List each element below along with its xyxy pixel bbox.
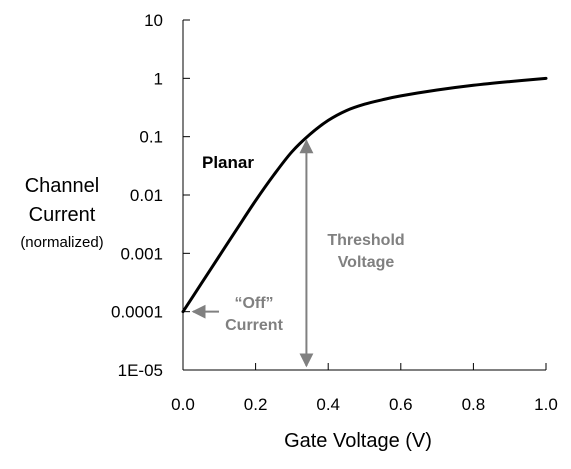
off-current-label-line-2: Current <box>225 317 283 334</box>
y-tick-label: 10 <box>144 11 163 30</box>
x-tick-label: 0.0 <box>171 395 195 414</box>
y-tick-label: 1 <box>154 69 163 88</box>
y-axis-label-line-2: Current <box>29 204 96 226</box>
x-tick-label: 0.4 <box>316 395 340 414</box>
series-line-planar <box>181 76 548 314</box>
x-axis-label: Gate Voltage (V) <box>284 430 432 452</box>
x-tick-label: 1.0 <box>534 395 558 414</box>
series-label-planar: Planar <box>202 153 254 172</box>
threshold-label-line-1: Threshold <box>327 232 404 249</box>
y-axis-label-sub: (normalized) <box>20 234 103 251</box>
x-tick-label: 0.8 <box>462 395 486 414</box>
y-axis-label-line-1: Channel <box>25 175 100 197</box>
x-tick-label: 0.6 <box>389 395 413 414</box>
x-tick-label: 0.2 <box>244 395 268 414</box>
threshold-label-line-2: Voltage <box>338 254 395 271</box>
y-tick-label: 1E-05 <box>118 361 163 380</box>
y-tick-label: 0.001 <box>120 244 163 263</box>
off-current-label-line-1: “Off” <box>234 295 273 312</box>
y-tick-label: 0.1 <box>139 128 163 147</box>
y-tick-label: 0.01 <box>130 186 163 205</box>
y-ticks: 10 1 0.1 0.01 0.001 0.0001 1E-05 <box>111 11 190 380</box>
y-tick-label: 0.0001 <box>111 303 163 322</box>
x-ticks: 0.0 0.2 0.4 0.6 0.8 1.0 <box>171 363 558 414</box>
